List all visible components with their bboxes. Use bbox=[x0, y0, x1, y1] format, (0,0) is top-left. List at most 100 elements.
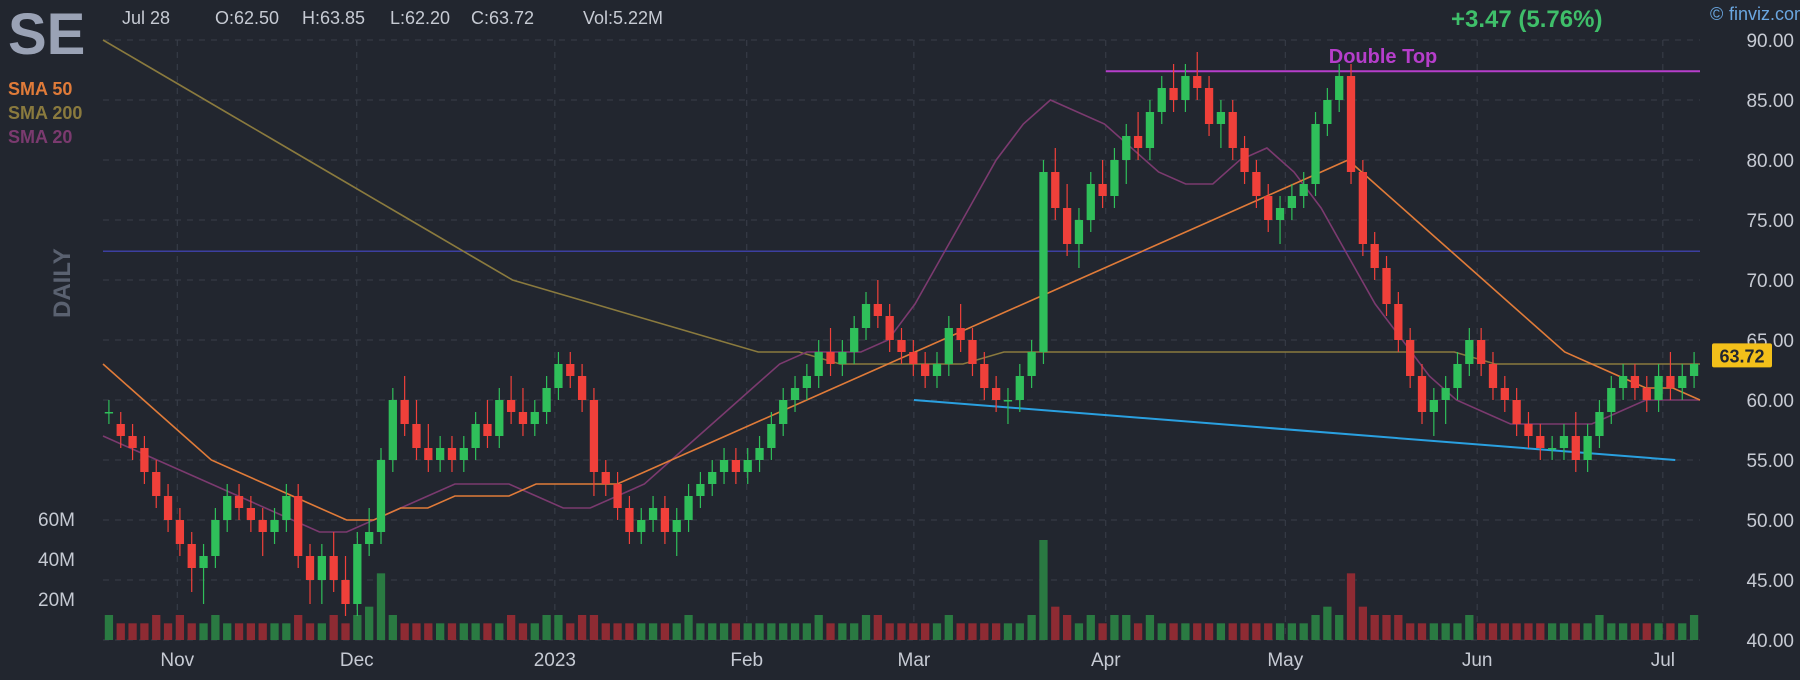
volume-bar bbox=[365, 606, 374, 640]
volume-bar bbox=[1335, 615, 1344, 640]
volume-bar bbox=[1027, 615, 1036, 640]
volume-bar bbox=[1110, 615, 1119, 640]
volume-bar bbox=[802, 623, 812, 640]
volume-bar bbox=[1571, 623, 1580, 640]
volume-bar bbox=[282, 623, 291, 640]
candle-body bbox=[483, 424, 492, 436]
volume-bar bbox=[1429, 623, 1438, 640]
candle-body bbox=[282, 496, 291, 520]
price-change: +3.47 (5.76%) bbox=[1451, 6, 1602, 33]
candle-body bbox=[779, 400, 788, 424]
volume-bar bbox=[1204, 623, 1214, 640]
volume-bar bbox=[1015, 623, 1024, 640]
candle-body bbox=[471, 424, 480, 448]
volume-bar bbox=[175, 615, 185, 640]
volume-axis: 60M 40M 20M bbox=[38, 510, 75, 611]
volume-bar bbox=[719, 623, 729, 640]
price-tick-label: 90.00 bbox=[1746, 31, 1794, 52]
volume-bar bbox=[317, 623, 326, 640]
candle-body bbox=[1062, 208, 1072, 244]
volume-bar bbox=[1689, 615, 1699, 640]
volume-bar bbox=[1264, 623, 1273, 640]
candle-body bbox=[1287, 196, 1297, 208]
candle-body bbox=[861, 304, 871, 328]
candle-body bbox=[1216, 112, 1226, 124]
price-tick-label: 50.00 bbox=[1746, 511, 1794, 532]
price-tick-label: 70.00 bbox=[1746, 271, 1794, 292]
candle-body bbox=[980, 364, 989, 388]
last-price-tag bbox=[1712, 343, 1772, 368]
candlesticks bbox=[104, 52, 1699, 616]
candle-body bbox=[116, 424, 125, 436]
candle-body bbox=[1311, 124, 1320, 184]
volume-bar bbox=[1595, 615, 1604, 640]
candle-body bbox=[956, 328, 965, 340]
volume-bar bbox=[1098, 623, 1107, 640]
last-price-tag-text: 63.72 bbox=[1719, 346, 1764, 366]
price-tick-label: 40.00 bbox=[1746, 631, 1794, 652]
volume-bar bbox=[826, 623, 835, 640]
volume-bar bbox=[1074, 623, 1084, 640]
volume-bar bbox=[1441, 623, 1450, 640]
volume-bar bbox=[447, 623, 457, 640]
volume-bar bbox=[294, 615, 303, 640]
candle-body bbox=[436, 448, 445, 460]
candle-body bbox=[932, 364, 942, 376]
volume-bar bbox=[1358, 606, 1367, 640]
volume-bar bbox=[506, 615, 516, 640]
candle-body bbox=[305, 556, 315, 580]
volume-bar bbox=[1299, 623, 1308, 640]
volume-bar bbox=[187, 623, 196, 640]
volume-bar bbox=[1039, 540, 1048, 640]
volume-bar bbox=[1559, 623, 1569, 640]
volume-bar bbox=[459, 623, 468, 640]
volume-bar bbox=[1287, 623, 1297, 640]
candle-body bbox=[660, 508, 670, 532]
volume-bar bbox=[566, 623, 575, 640]
candle-body bbox=[365, 532, 374, 544]
candle-body bbox=[1027, 352, 1036, 376]
candle-body bbox=[755, 448, 764, 460]
time-tick-label: Nov bbox=[160, 650, 194, 671]
candle-body bbox=[708, 472, 717, 484]
header-high: H:63.85 bbox=[302, 8, 365, 28]
volume-bar bbox=[152, 615, 161, 640]
volume-bar bbox=[885, 623, 894, 640]
volume-bar bbox=[672, 623, 681, 640]
volume-tick-label: 60M bbox=[38, 510, 75, 531]
volume-bar bbox=[850, 623, 859, 640]
volume-bar bbox=[1216, 623, 1226, 640]
candle-body bbox=[542, 388, 551, 412]
volume-bar bbox=[211, 615, 220, 640]
candle-body bbox=[329, 556, 338, 580]
candle-body bbox=[104, 412, 114, 414]
candle-body bbox=[589, 400, 599, 472]
volume-bar bbox=[1346, 573, 1356, 640]
volume-bar bbox=[518, 623, 528, 640]
candle-body bbox=[294, 496, 303, 556]
volume-bar bbox=[1275, 623, 1285, 640]
candle-body bbox=[613, 484, 622, 508]
header-open: O:62.50 bbox=[215, 8, 279, 28]
candle-body bbox=[1086, 184, 1095, 220]
candle-body bbox=[400, 400, 409, 424]
time-tick-label: Jun bbox=[1462, 650, 1493, 671]
volume-bar bbox=[554, 615, 563, 640]
candle-body bbox=[1583, 436, 1592, 460]
timeframe-label: DAILY bbox=[49, 248, 76, 318]
candle-body bbox=[1039, 172, 1048, 352]
candle-body bbox=[495, 400, 504, 436]
volume-bar bbox=[991, 623, 1001, 640]
volume-bar bbox=[483, 623, 492, 640]
candle-body bbox=[566, 364, 575, 376]
volume-bar bbox=[613, 623, 622, 640]
volume-bar bbox=[1642, 623, 1651, 640]
finviz-brand-icon[interactable]: © bbox=[1710, 4, 1723, 24]
candle-body bbox=[128, 436, 137, 448]
candle-body bbox=[743, 460, 752, 472]
volume-bar bbox=[767, 623, 776, 640]
brand-link[interactable]: finviz.com bbox=[1729, 4, 1800, 24]
candle-body bbox=[1335, 76, 1344, 100]
candle-body bbox=[625, 508, 634, 532]
